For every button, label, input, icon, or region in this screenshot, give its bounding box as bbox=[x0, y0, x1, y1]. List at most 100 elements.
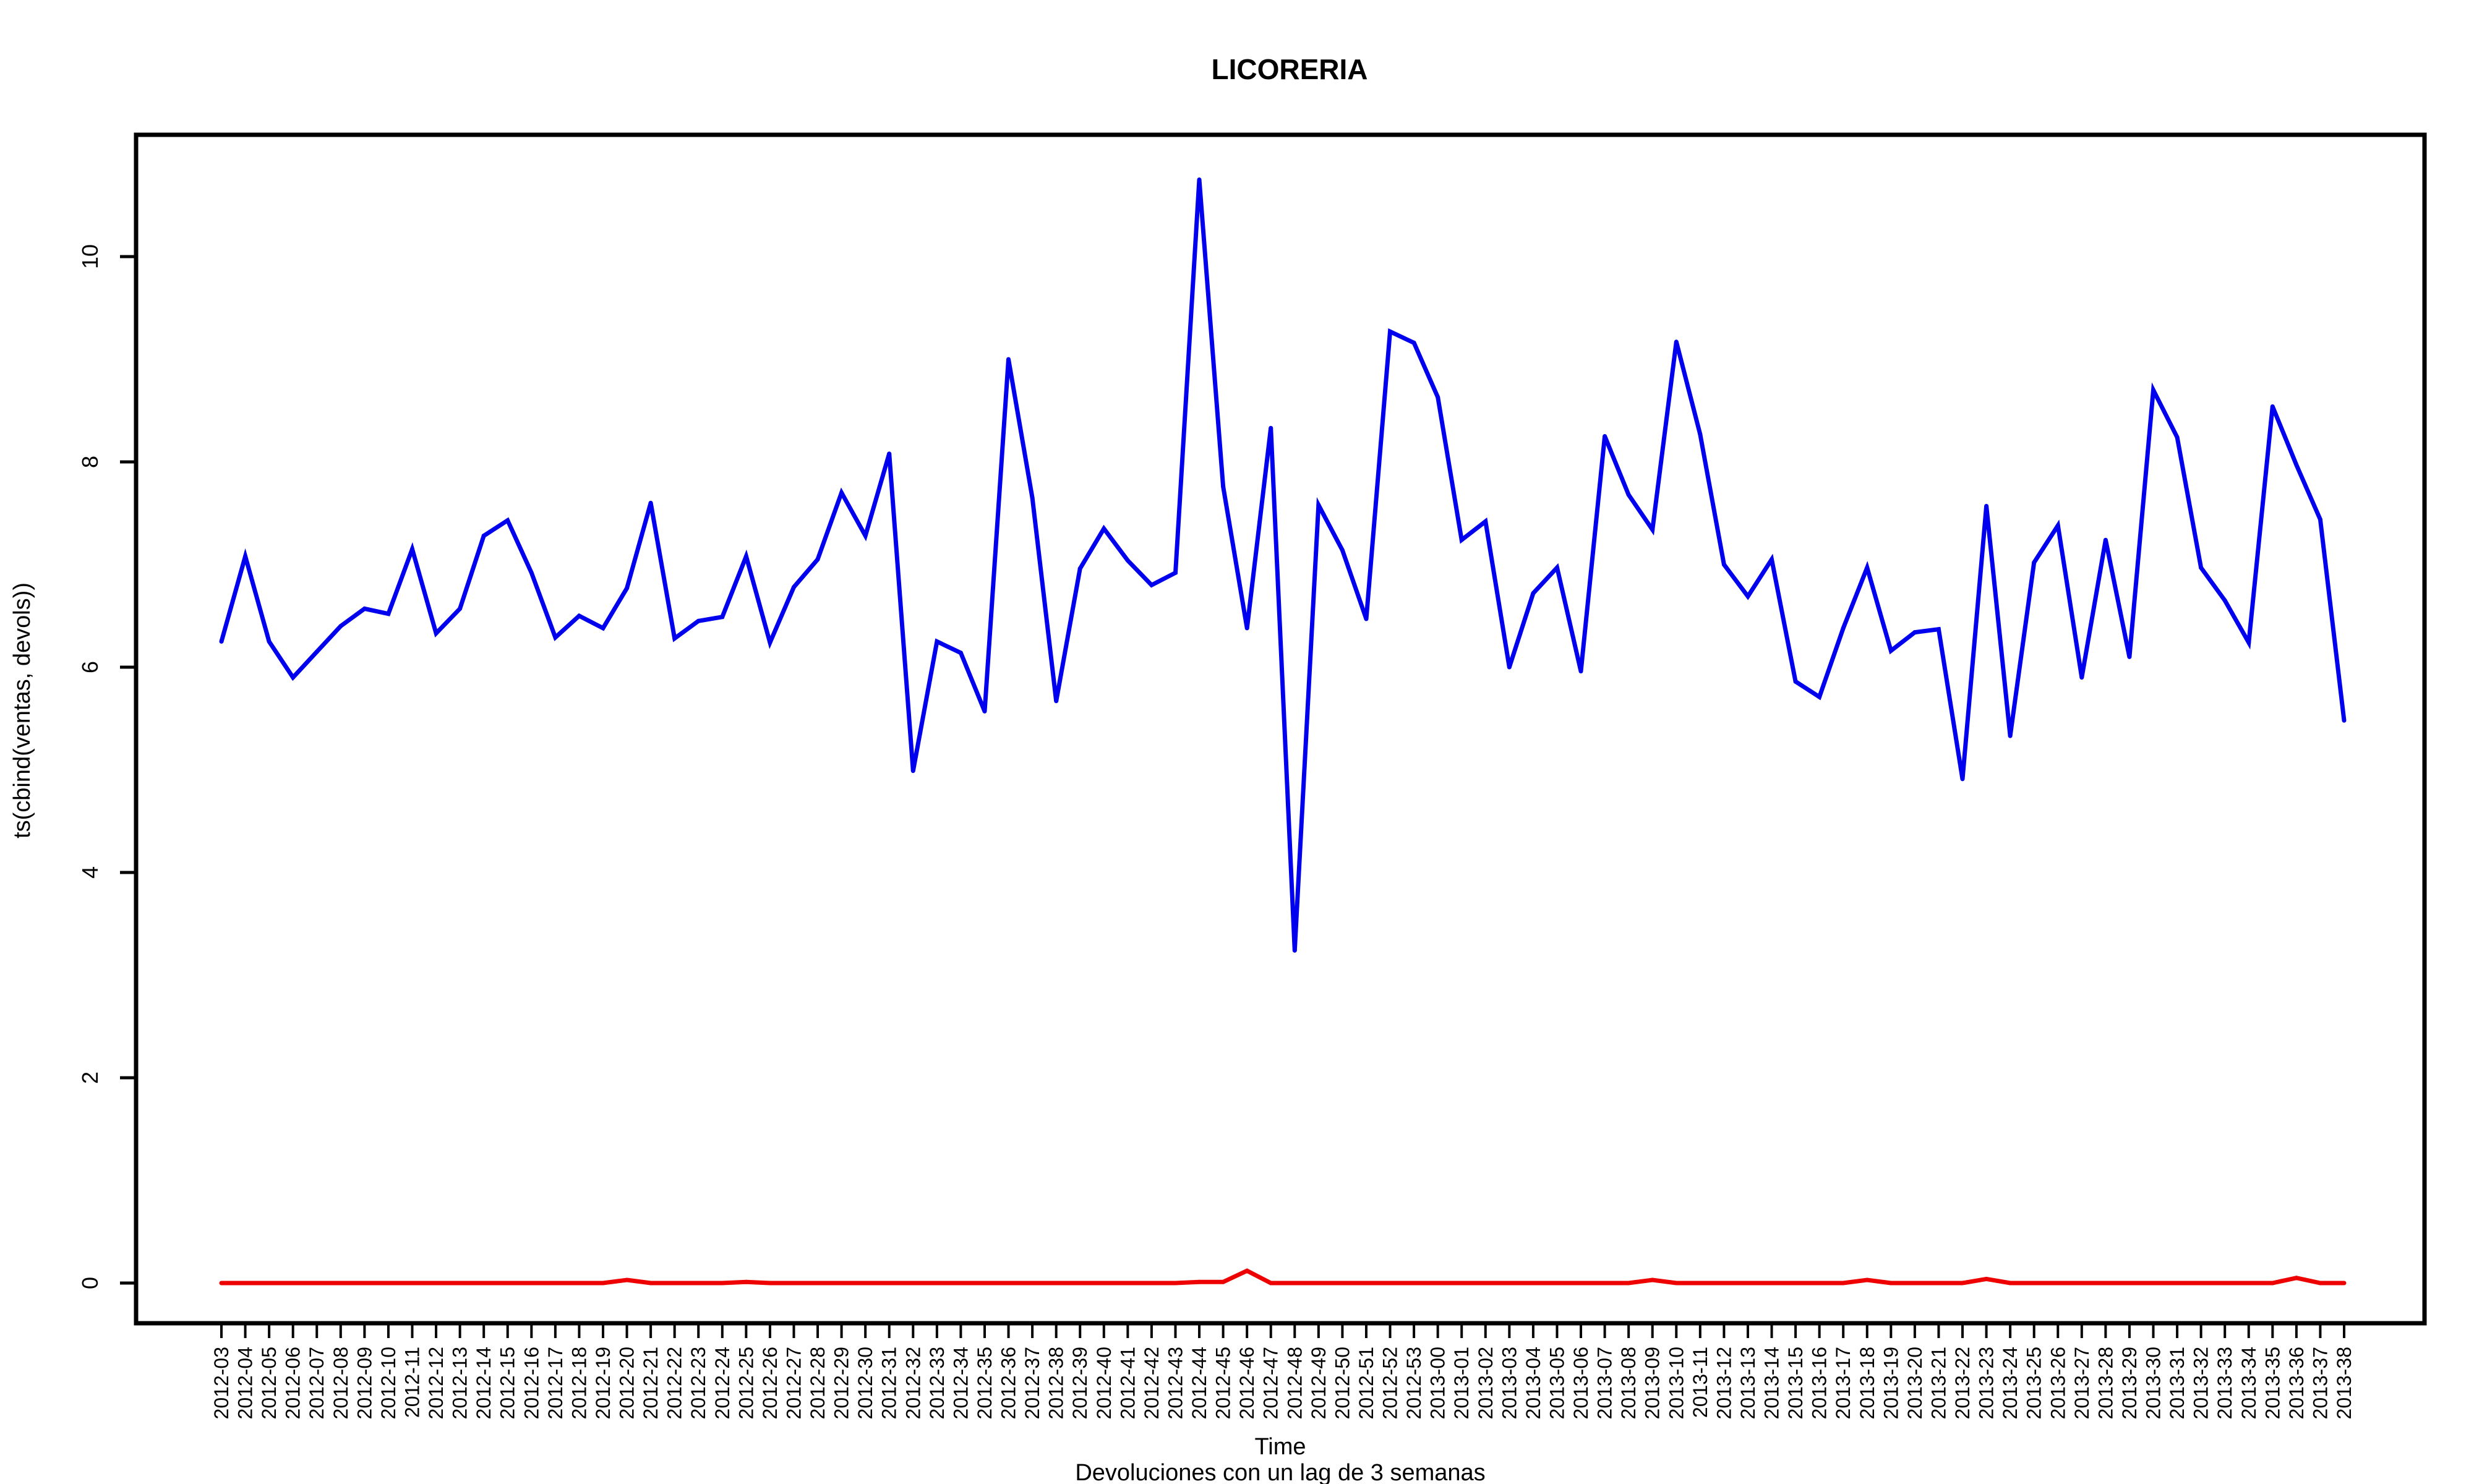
x-tick-label-19: 2012-22 bbox=[664, 1347, 686, 1419]
y-axis-label: ts(cbind(ventas, devols)) bbox=[9, 582, 35, 838]
series-1-point-29 bbox=[910, 1281, 915, 1286]
series-1-point-83 bbox=[2199, 1281, 2204, 1286]
series-0-point-55 bbox=[1531, 591, 1536, 595]
series-0-point-63 bbox=[1721, 562, 1726, 567]
x-tick-label-41: 2012-44 bbox=[1188, 1347, 1210, 1419]
series-1-point-48 bbox=[1364, 1281, 1369, 1286]
series-0-point-53 bbox=[1483, 519, 1488, 524]
x-tick-label-38: 2012-41 bbox=[1116, 1347, 1139, 1419]
series-0-point-0 bbox=[219, 639, 224, 644]
series-1-point-16 bbox=[601, 1281, 606, 1286]
series-1-point-81 bbox=[2151, 1281, 2155, 1286]
series-0-point-13 bbox=[529, 570, 534, 575]
series-0-point-47 bbox=[1340, 548, 1345, 553]
series-1-point-24 bbox=[792, 1281, 796, 1286]
x-tick-label-37: 2012-40 bbox=[1093, 1347, 1115, 1419]
x-tick-label-11: 2012-14 bbox=[473, 1347, 495, 1419]
x-tick-label-50: 2012-53 bbox=[1403, 1347, 1425, 1419]
series-1-point-35 bbox=[1054, 1281, 1059, 1286]
series-0-point-7 bbox=[386, 612, 391, 616]
series-0-point-88 bbox=[2318, 517, 2322, 522]
series-1-point-33 bbox=[1006, 1281, 1011, 1286]
chart-subtitle: Devoluciones con un lag de 3 semanas bbox=[1075, 1460, 1485, 1484]
series-0-point-71 bbox=[1912, 630, 1917, 635]
series-0-point-38 bbox=[1125, 558, 1130, 563]
series-0-point-2 bbox=[267, 639, 272, 644]
series-1-point-65 bbox=[1770, 1281, 1774, 1286]
y-tick-label-0: 0 bbox=[77, 1277, 103, 1289]
series-1-point-86 bbox=[2270, 1281, 2275, 1286]
series-0-point-6 bbox=[362, 606, 367, 611]
x-tick-label-58: 2013-07 bbox=[1594, 1347, 1616, 1419]
x-axis: 2012-03 2012-04 2012-05 2012-06 2012-07 2012-… bbox=[210, 1323, 2355, 1419]
series-0-point-17 bbox=[625, 586, 630, 591]
series-0-point-80 bbox=[2127, 654, 2132, 659]
series-1-point-32 bbox=[982, 1281, 987, 1286]
x-tick-label-69: 2013-18 bbox=[1856, 1347, 1878, 1419]
series-0-point-50 bbox=[1411, 340, 1416, 345]
series-1-point-88 bbox=[2318, 1281, 2322, 1286]
series-1-point-78 bbox=[2079, 1281, 2084, 1286]
series-0-point-39 bbox=[1149, 582, 1154, 587]
series-0-point-37 bbox=[1102, 526, 1106, 531]
series-1-point-5 bbox=[338, 1281, 343, 1286]
x-tick-label-3: 2012-06 bbox=[282, 1347, 304, 1419]
series-0-point-9 bbox=[434, 631, 439, 636]
series-1-point-64 bbox=[1745, 1281, 1750, 1286]
x-tick-label-83: 2013-32 bbox=[2190, 1347, 2212, 1419]
series-1-point-72 bbox=[1936, 1281, 1941, 1286]
series-0-point-68 bbox=[1841, 626, 1846, 631]
series-0-point-76 bbox=[2032, 560, 2037, 565]
series-0-point-23 bbox=[768, 640, 773, 645]
series-1-point-2 bbox=[267, 1281, 272, 1286]
series-0-point-22 bbox=[743, 554, 748, 559]
series-1-point-42 bbox=[1221, 1279, 1226, 1284]
series-1-point-3 bbox=[291, 1281, 296, 1286]
series-1-point-36 bbox=[1077, 1281, 1082, 1286]
x-tick-label-12: 2012-15 bbox=[497, 1347, 519, 1419]
series-0-point-57 bbox=[1578, 669, 1583, 674]
series-0-point-44 bbox=[1269, 425, 1273, 430]
series-1-point-19 bbox=[672, 1281, 677, 1286]
series-1-point-7 bbox=[386, 1281, 391, 1286]
x-tick-label-62: 2013-11 bbox=[1689, 1347, 1711, 1418]
series-1-point-55 bbox=[1531, 1281, 1536, 1286]
series-0-point-43 bbox=[1244, 626, 1249, 631]
x-tick-label-5: 2012-08 bbox=[330, 1347, 352, 1419]
series-0-point-72 bbox=[1936, 627, 1941, 632]
series-1-point-44 bbox=[1269, 1281, 1273, 1286]
series-1-point-11 bbox=[481, 1281, 486, 1286]
series-1-point-60 bbox=[1650, 1277, 1655, 1282]
x-tick-label-52: 2013-01 bbox=[1450, 1347, 1473, 1419]
x-tick-label-31: 2012-34 bbox=[949, 1347, 972, 1419]
x-tick-label-80: 2013-29 bbox=[2118, 1347, 2141, 1419]
series-0-point-33 bbox=[1006, 357, 1011, 362]
x-tick-label-22: 2012-25 bbox=[735, 1347, 757, 1419]
series-0-point-20 bbox=[696, 618, 701, 623]
series-0-point-26 bbox=[839, 490, 844, 495]
chart-title: LICORERIA bbox=[1212, 53, 1368, 85]
series-0-point-59 bbox=[1626, 492, 1631, 497]
series-1-point-53 bbox=[1483, 1281, 1488, 1286]
series-1-point-31 bbox=[958, 1281, 963, 1286]
series-1-point-10 bbox=[458, 1281, 463, 1286]
x-tick-label-89: 2013-38 bbox=[2333, 1347, 2355, 1419]
x-tick-label-73: 2013-22 bbox=[1951, 1347, 1974, 1419]
series-0-point-49 bbox=[1388, 329, 1392, 334]
series-1-point-52 bbox=[1459, 1281, 1464, 1286]
series-1-point-22 bbox=[743, 1279, 748, 1284]
series-1-point-69 bbox=[1865, 1277, 1870, 1282]
x-tick-label-25: 2012-28 bbox=[807, 1347, 829, 1419]
x-tick-label-44: 2012-47 bbox=[1260, 1347, 1282, 1419]
x-tick-label-70: 2013-19 bbox=[1880, 1347, 1902, 1419]
x-tick-label-39: 2012-42 bbox=[1141, 1347, 1163, 1419]
series-0-point-31 bbox=[958, 650, 963, 655]
x-tick-label-82: 2013-31 bbox=[2166, 1347, 2188, 1419]
x-tick-label-76: 2013-25 bbox=[2023, 1347, 2045, 1419]
x-tick-label-7: 2012-10 bbox=[377, 1347, 400, 1419]
series-0-point-40 bbox=[1173, 570, 1178, 575]
x-tick-label-87: 2013-36 bbox=[2285, 1347, 2308, 1419]
series-1-point-38 bbox=[1125, 1281, 1130, 1286]
series-1-point-66 bbox=[1793, 1281, 1798, 1286]
series-0-point-24 bbox=[792, 585, 796, 589]
